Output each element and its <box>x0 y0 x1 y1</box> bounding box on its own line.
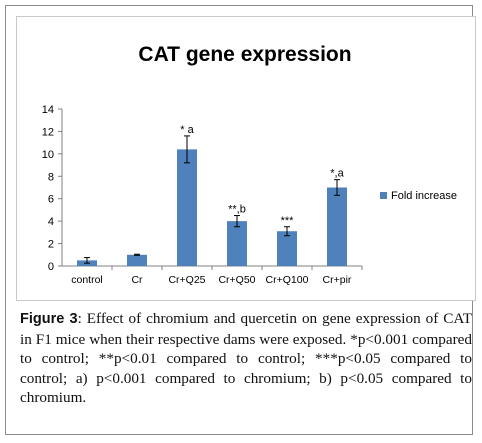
figure-frame: CAT gene expression 0 2 4 6 8 10 12 14 * a **,b *… <box>5 5 476 435</box>
significance-label: **,b <box>228 204 246 216</box>
x-tick-label: Cr <box>131 274 143 286</box>
x-tick-label: Cr+Q50 <box>218 274 255 286</box>
x-tick-label: Cr+Q25 <box>168 274 205 286</box>
bar <box>277 231 297 266</box>
chart-area: CAT gene expression 0 2 4 6 8 10 12 14 * a **,b *… <box>16 16 476 301</box>
y-tick-label: 2 <box>48 239 54 251</box>
chart-axes <box>61 109 362 267</box>
bar <box>127 254 147 266</box>
y-tick-label: 0 <box>48 261 54 273</box>
chart-title: CAT gene expression <box>138 43 351 66</box>
y-tick-label: 12 <box>42 126 54 138</box>
significance-label: *** <box>281 215 295 227</box>
caption-label: Figure 3 <box>20 311 78 327</box>
bar <box>227 221 247 266</box>
y-tick-label: 10 <box>42 149 54 161</box>
y-tick-label: 14 <box>42 104 54 116</box>
y-tick-label: 8 <box>48 171 54 183</box>
y-tick-label: 4 <box>48 216 54 228</box>
bar <box>177 149 197 266</box>
significance-label: * a <box>180 124 194 136</box>
significance-label: *,a <box>330 168 344 180</box>
legend-swatch <box>380 192 387 199</box>
x-tick-label: Cr+pir <box>323 274 352 286</box>
y-axis-ticks: 0 2 4 6 8 10 12 14 <box>42 104 62 273</box>
caption-text: : Effect of chromium and quercetin on ge… <box>20 310 472 407</box>
x-tick-label: control <box>71 274 103 286</box>
bar-series: * a **,b *** *,a <box>77 124 347 266</box>
x-tick-label: Cr+Q100 <box>266 274 309 286</box>
x-axis-labels: control Cr Cr+Q25 Cr+Q50 Cr+Q100 Cr+pir <box>71 266 363 286</box>
bar <box>327 187 347 266</box>
y-tick-label: 6 <box>48 194 54 206</box>
legend-label: Fold increase <box>391 190 457 202</box>
chart-legend: Fold increase <box>380 190 457 202</box>
figure-caption: Figure 3: Effect of chromium and quercet… <box>20 309 472 408</box>
